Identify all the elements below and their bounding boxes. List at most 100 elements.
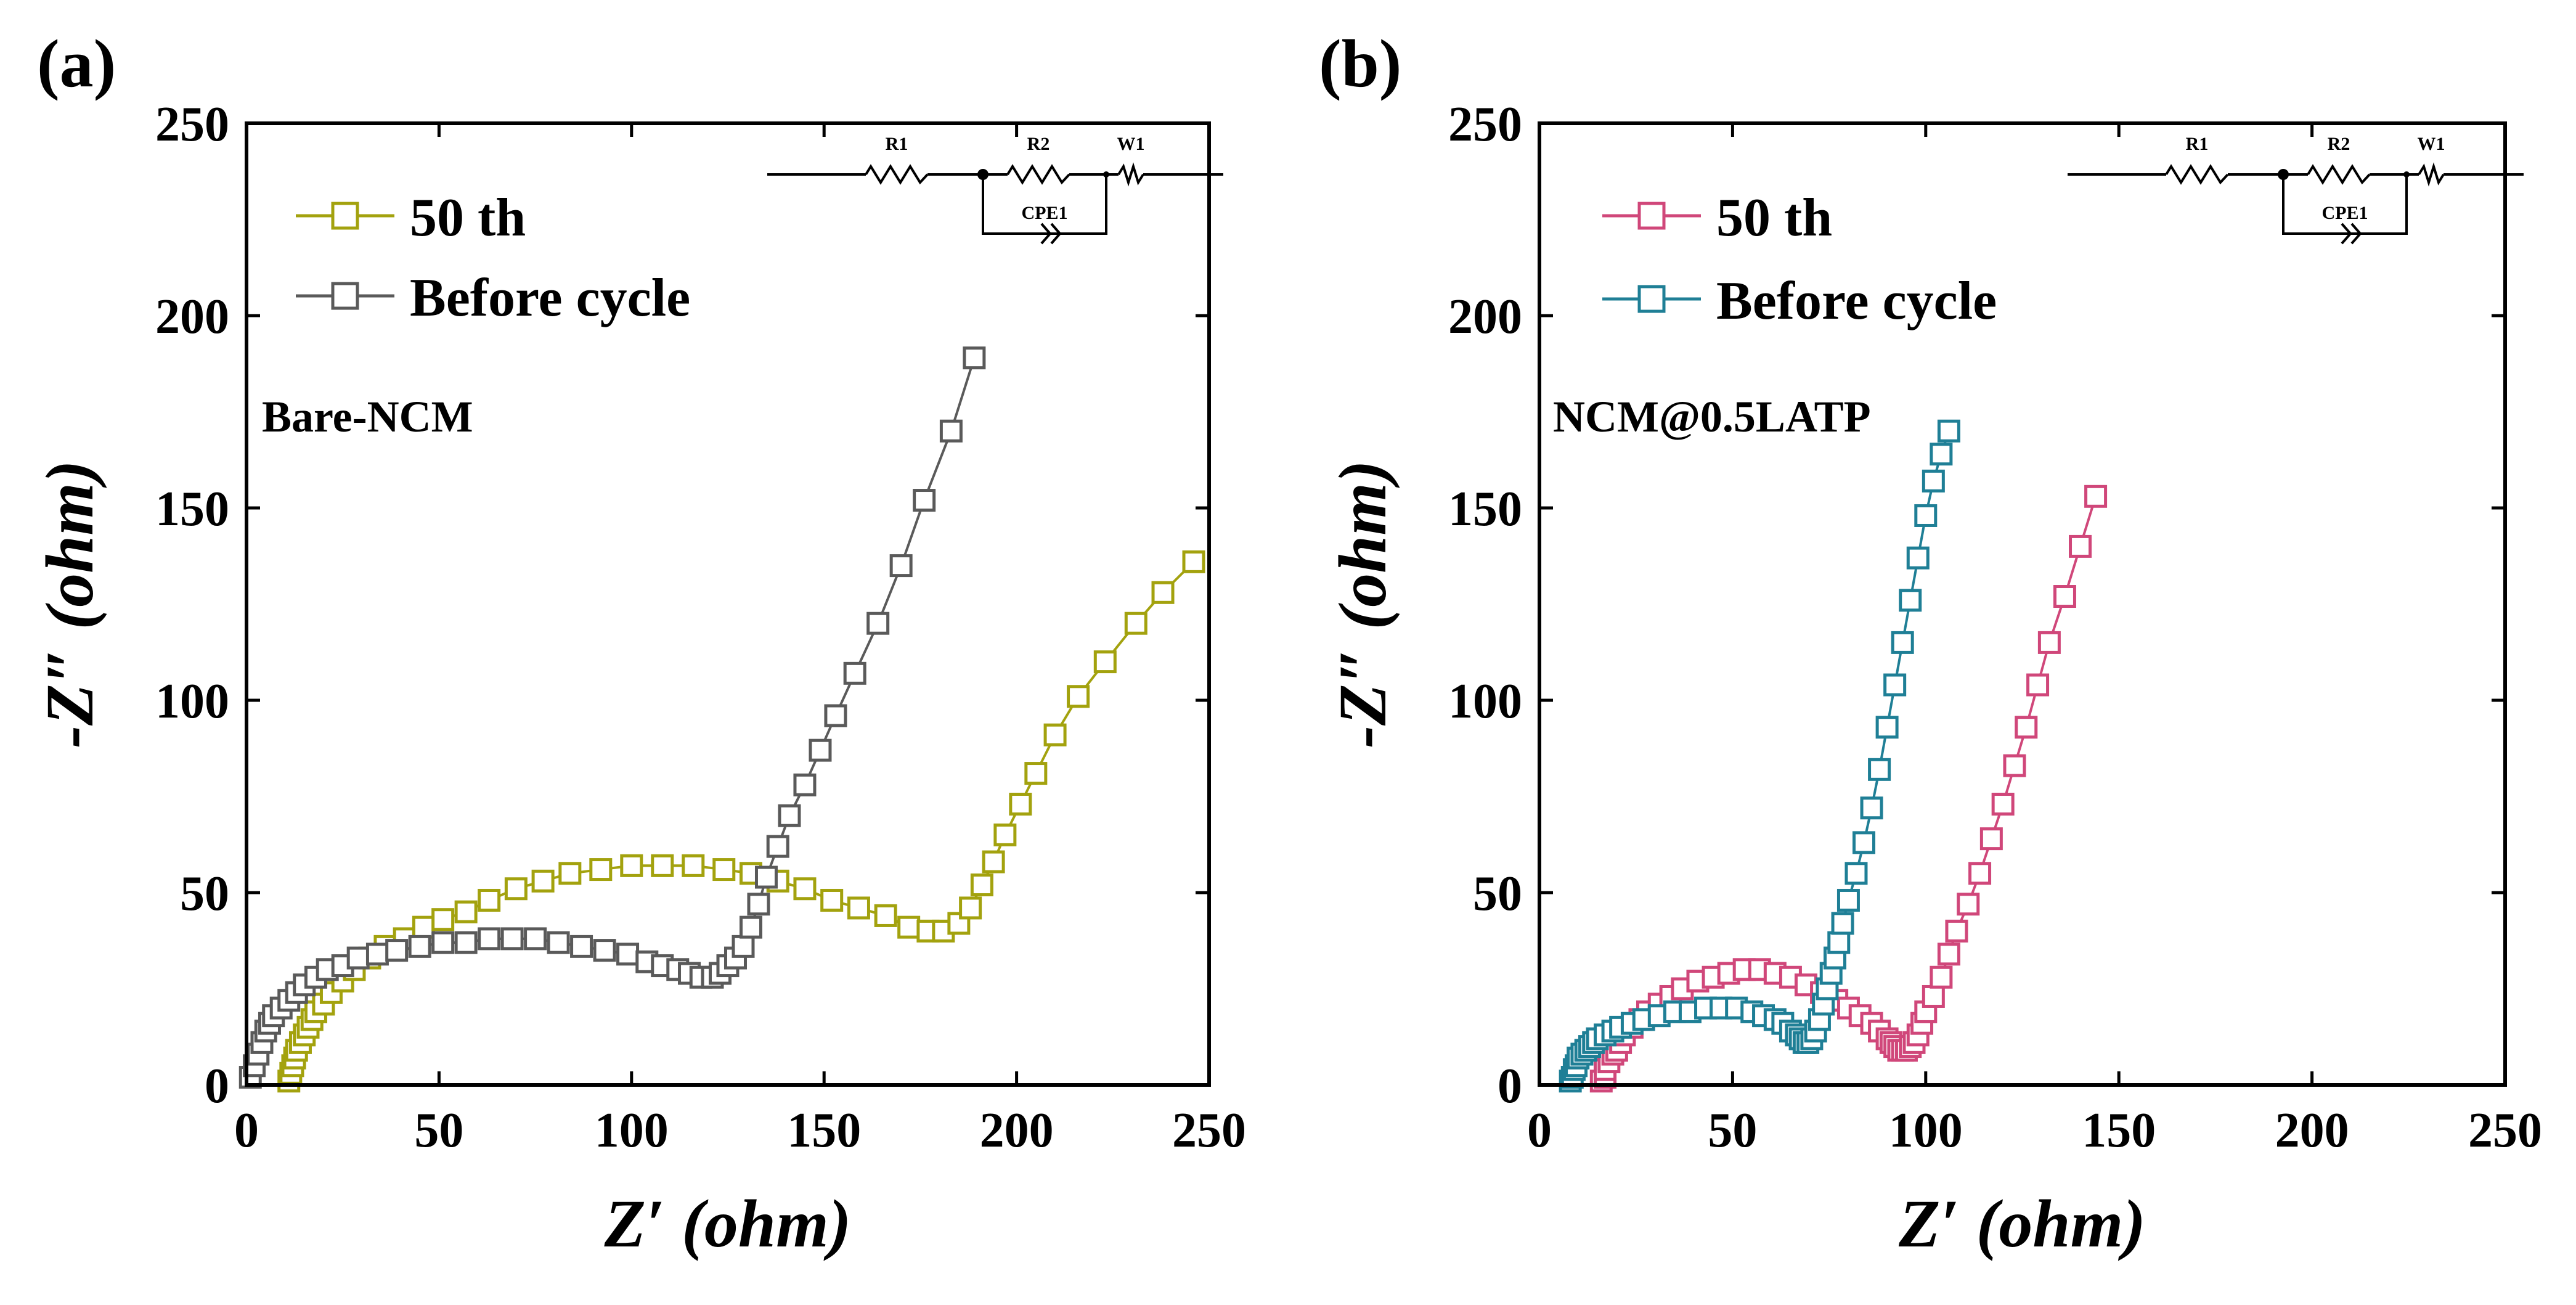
data-point (589, 858, 613, 882)
x-axis-title: Z′ (ohm) (1898, 1186, 2146, 1261)
data-point (1930, 965, 1953, 989)
data-point (1957, 893, 1980, 916)
x-tick-label: 100 (595, 1103, 669, 1158)
data-point (408, 935, 431, 958)
data-point (1945, 919, 1968, 943)
data-point (547, 931, 570, 954)
data-point (1868, 758, 1891, 781)
legend-marker (331, 282, 359, 310)
data-point (1991, 792, 2015, 816)
data-point (982, 850, 1005, 873)
data-point (385, 939, 409, 962)
data-point (1831, 912, 1854, 935)
data-point (346, 946, 370, 970)
data-point (766, 835, 789, 858)
data-point (1067, 685, 1090, 708)
data-point (897, 915, 921, 939)
x-tick-label: 0 (234, 1103, 259, 1158)
legend-label: 50 th (410, 188, 526, 248)
data-point (874, 904, 897, 927)
circuit-label-r1: R1 (2186, 134, 2209, 154)
data-point (651, 854, 674, 877)
data-point (1182, 550, 1205, 573)
data-point (970, 873, 993, 897)
y-tick-label: 50 (180, 867, 229, 921)
legend-marker (1637, 202, 1666, 230)
panel-label: (a) (37, 26, 116, 101)
y-axis-title: -Z″ (ohm) (32, 460, 107, 748)
circuit-label-w1: W1 (1117, 134, 1145, 154)
data-point (739, 915, 762, 939)
data-point (412, 915, 435, 939)
y-tick-label: 50 (1473, 867, 1522, 921)
data-point (1024, 762, 1048, 785)
data-point (1827, 931, 1851, 954)
data-point (793, 877, 817, 901)
data-point (454, 900, 478, 923)
data-point (1853, 831, 1876, 854)
warburg-w1 (1117, 162, 1144, 187)
plot-frame (1538, 121, 2507, 1087)
data-point (524, 927, 547, 951)
y-tick-label: 0 (1498, 1059, 1522, 1113)
data-point (732, 935, 755, 958)
data-point (2069, 534, 2092, 558)
data-point (1922, 469, 1945, 493)
y-tick-label: 200 (1448, 290, 1522, 344)
y-tick-label: 200 (155, 290, 229, 344)
data-point (593, 939, 616, 962)
data-point (847, 896, 870, 920)
y-tick-label: 100 (1448, 674, 1522, 729)
data-point (1124, 612, 1147, 635)
data-point (1922, 984, 1945, 1008)
data-point (1844, 862, 1868, 885)
circuit-label-cpe: CPE1 (2322, 203, 2368, 223)
x-tick-label: 250 (2468, 1103, 2542, 1158)
data-point (889, 554, 913, 578)
x-tick-label: 200 (2275, 1103, 2349, 1158)
data-point (2084, 485, 2108, 508)
y-tick-label: 150 (1448, 482, 1522, 536)
data-point (939, 419, 963, 443)
x-tick-label: 200 (980, 1103, 1054, 1158)
data-point (431, 908, 455, 931)
data-point (500, 927, 524, 951)
plot-frame (245, 121, 1211, 1087)
x-tick-label: 150 (787, 1103, 861, 1158)
data-point (1860, 796, 1883, 820)
equivalent-circuit: R1 R2 W1 CPE1 (767, 134, 1223, 245)
data-point (747, 893, 770, 916)
data-point (1009, 792, 1032, 816)
data-point (793, 773, 817, 796)
data-point (616, 943, 640, 966)
y-tick-label: 250 (1448, 97, 1522, 152)
data-point (682, 854, 705, 877)
data-point (913, 489, 936, 512)
y-tick-label: 100 (155, 674, 229, 729)
data-point (824, 704, 847, 727)
data-point (1930, 443, 1953, 466)
data-point (454, 931, 478, 954)
x-axis-title: Z′ (ohm) (604, 1186, 852, 1261)
data-point (558, 862, 582, 885)
data-point (778, 804, 801, 827)
data-point (820, 888, 844, 912)
panel-label: (b) (1319, 26, 1401, 101)
legend-marker (1637, 285, 1666, 313)
data-point (1891, 631, 1914, 654)
data-point (570, 935, 593, 958)
data-point (504, 877, 528, 901)
data-point (712, 858, 736, 882)
data-point (2037, 631, 2061, 654)
circuit-label-r1: R1 (886, 134, 908, 154)
circuit-parallel-branch (2282, 174, 2408, 235)
data-point (754, 865, 778, 889)
cpe-symbol (2341, 223, 2362, 245)
circuit-label-w1: W1 (2418, 134, 2445, 154)
circuit-label-cpe: CPE1 (1022, 203, 1068, 223)
data-point (963, 346, 986, 370)
sample-label: NCM@0.5LATP (1553, 392, 1871, 441)
data-point (866, 612, 890, 635)
equivalent-circuit: R1 R2 W1 CPE1 (2068, 134, 2524, 245)
